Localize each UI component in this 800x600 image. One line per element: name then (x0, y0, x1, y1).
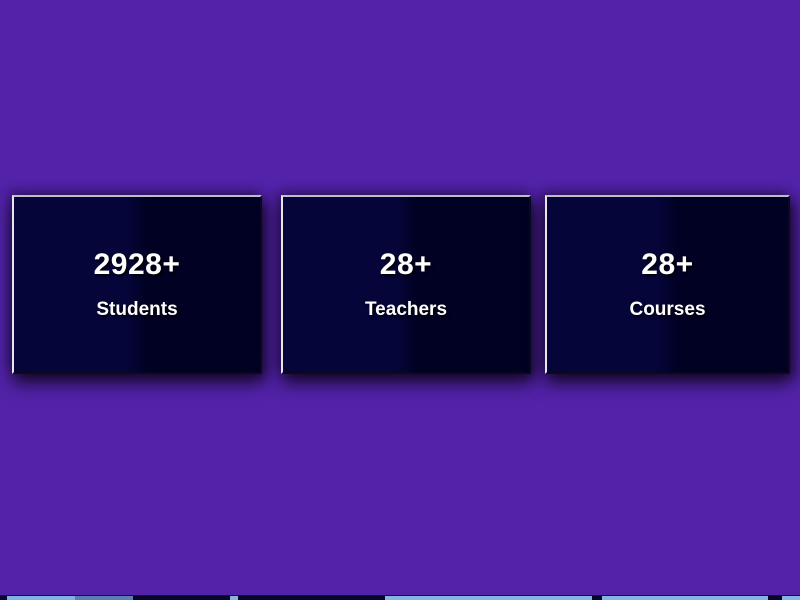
next-section-top-segment (133, 596, 230, 600)
stats-row: 2928+ Students 28+ Teachers 28+ Courses (0, 195, 800, 375)
next-section-top-segment (0, 596, 7, 600)
courses-count: 28+ (641, 248, 694, 281)
next-section-top-segment (602, 596, 768, 600)
courses-label: Courses (629, 299, 706, 320)
stat-card-students: 2928+ Students (12, 195, 262, 374)
next-section-top-segment (75, 596, 133, 600)
students-label: Students (96, 299, 178, 320)
next-section-top-line (0, 595, 800, 596)
next-section-top-segment (592, 596, 602, 600)
stat-card-teachers: 28+ Teachers (281, 195, 531, 374)
next-section-top-edge (0, 595, 800, 600)
next-section-top-segment (768, 596, 782, 600)
stat-card-courses: 28+ Courses (545, 195, 790, 374)
next-section-top-segment (238, 596, 385, 600)
next-section-top-segment (385, 596, 592, 600)
next-section-top-segment (782, 596, 800, 600)
students-count: 2928+ (93, 248, 181, 281)
next-section-top-segment (7, 596, 75, 600)
next-section-top-segment (230, 596, 238, 600)
teachers-count: 28+ (379, 248, 433, 281)
teachers-label: Teachers (364, 299, 448, 320)
